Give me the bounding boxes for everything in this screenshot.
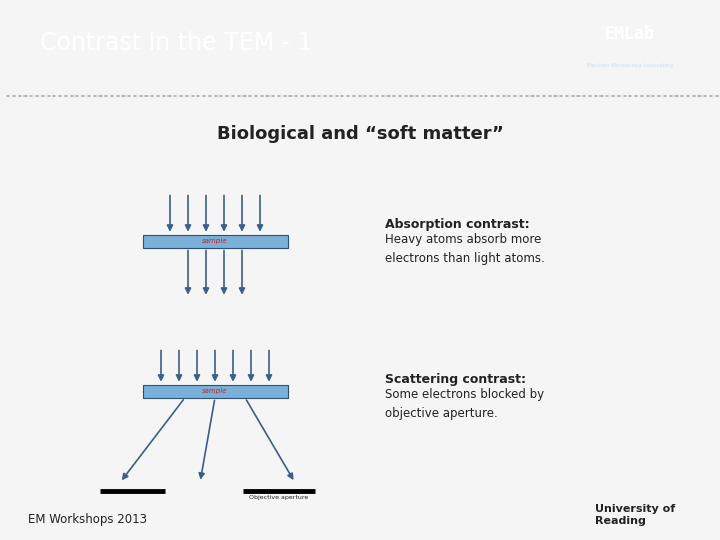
Text: EM Workshops 2013: EM Workshops 2013 [28, 513, 147, 526]
Text: sample: sample [202, 388, 228, 394]
Text: Scattering contrast:: Scattering contrast: [385, 373, 526, 386]
Bar [143, 384, 287, 397]
Text: Absorption contrast:: Absorption contrast: [385, 218, 530, 231]
Text: EMLab: EMLab [605, 25, 655, 43]
Text: Biological and “soft matter”: Biological and “soft matter” [217, 125, 503, 143]
Text: Contrast in the TEM - 1: Contrast in the TEM - 1 [40, 31, 312, 55]
Text: Electron Microscopy Laboratory: Electron Microscopy Laboratory [587, 63, 673, 68]
Text: sample: sample [202, 238, 228, 244]
Text: Some electrons blocked by
objective aperture.: Some electrons blocked by objective aper… [385, 388, 544, 420]
Bar [143, 234, 287, 248]
Text: Objective aperture: Objective aperture [249, 495, 309, 500]
Text: Heavy atoms absorb more
electrons than light atoms.: Heavy atoms absorb more electrons than l… [385, 233, 545, 265]
Text: University of
Reading: University of Reading [595, 504, 675, 526]
